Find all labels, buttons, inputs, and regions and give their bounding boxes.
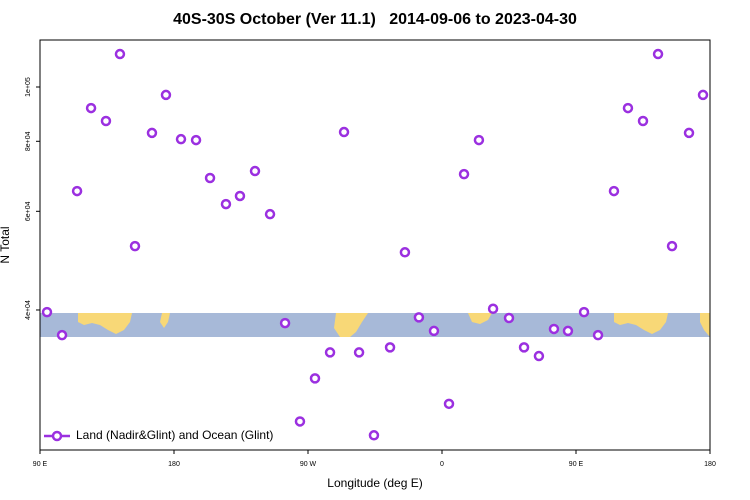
land <box>468 313 492 324</box>
map-strip <box>40 313 710 337</box>
point <box>458 168 470 180</box>
point <box>324 347 336 358</box>
x-tick-label: 180 <box>168 461 180 468</box>
point <box>234 190 246 202</box>
point <box>622 102 634 114</box>
point <box>190 134 202 146</box>
y-tick-label: 1e+05 <box>25 77 32 97</box>
point <box>443 398 455 410</box>
point <box>279 317 291 329</box>
land <box>614 313 668 334</box>
point <box>220 198 232 210</box>
x-axis-label: Longitude (deg E) <box>327 476 422 490</box>
point <box>608 185 620 197</box>
point <box>338 126 350 138</box>
y-axis-label: N Total <box>0 226 12 263</box>
land <box>700 313 710 337</box>
point <box>562 325 574 337</box>
point <box>294 416 306 427</box>
point <box>56 329 68 341</box>
point <box>114 48 126 60</box>
x-tick-label: 180 <box>704 461 716 468</box>
point <box>637 115 649 127</box>
point <box>146 127 158 139</box>
point <box>503 312 515 324</box>
point <box>487 303 499 315</box>
point <box>413 312 425 323</box>
point <box>100 115 112 127</box>
land <box>160 313 170 328</box>
point <box>71 185 83 197</box>
point <box>683 127 695 139</box>
point <box>578 306 590 318</box>
x-tick-label: 90 E <box>569 461 584 468</box>
point <box>249 165 261 177</box>
point <box>399 247 411 258</box>
x-tick-label: 90 W <box>300 461 317 468</box>
point <box>666 240 678 252</box>
land <box>334 313 368 337</box>
point <box>204 172 216 184</box>
point <box>41 306 53 318</box>
point <box>533 350 545 362</box>
point <box>309 373 321 384</box>
chart-title: 40S-30S October (Ver 11.1) 2014-09-06 to… <box>173 11 577 28</box>
point <box>473 134 485 146</box>
point <box>264 208 276 220</box>
point <box>652 48 664 60</box>
x-tick-label: 90 E <box>33 461 48 468</box>
point <box>85 102 97 114</box>
plot-frame <box>39 39 711 451</box>
ocean-band <box>40 313 710 337</box>
legend-marker <box>51 430 63 442</box>
point <box>175 133 187 145</box>
land <box>78 313 132 334</box>
point <box>129 240 141 252</box>
point <box>384 342 396 353</box>
point <box>368 430 380 441</box>
point <box>592 329 604 341</box>
y-tick-label: 6e+04 <box>25 201 32 221</box>
point <box>353 347 365 358</box>
point <box>548 323 560 335</box>
point <box>428 325 440 337</box>
point <box>697 89 709 101</box>
point <box>518 342 530 353</box>
point <box>160 89 172 101</box>
x-tick-label: 0 <box>440 461 444 468</box>
y-tick-label: 8e+04 <box>25 131 32 151</box>
legend-text: Land (Nadir&Glint) and Ocean (Glint) <box>76 428 273 442</box>
y-tick-label: 4e+04 <box>25 300 32 320</box>
